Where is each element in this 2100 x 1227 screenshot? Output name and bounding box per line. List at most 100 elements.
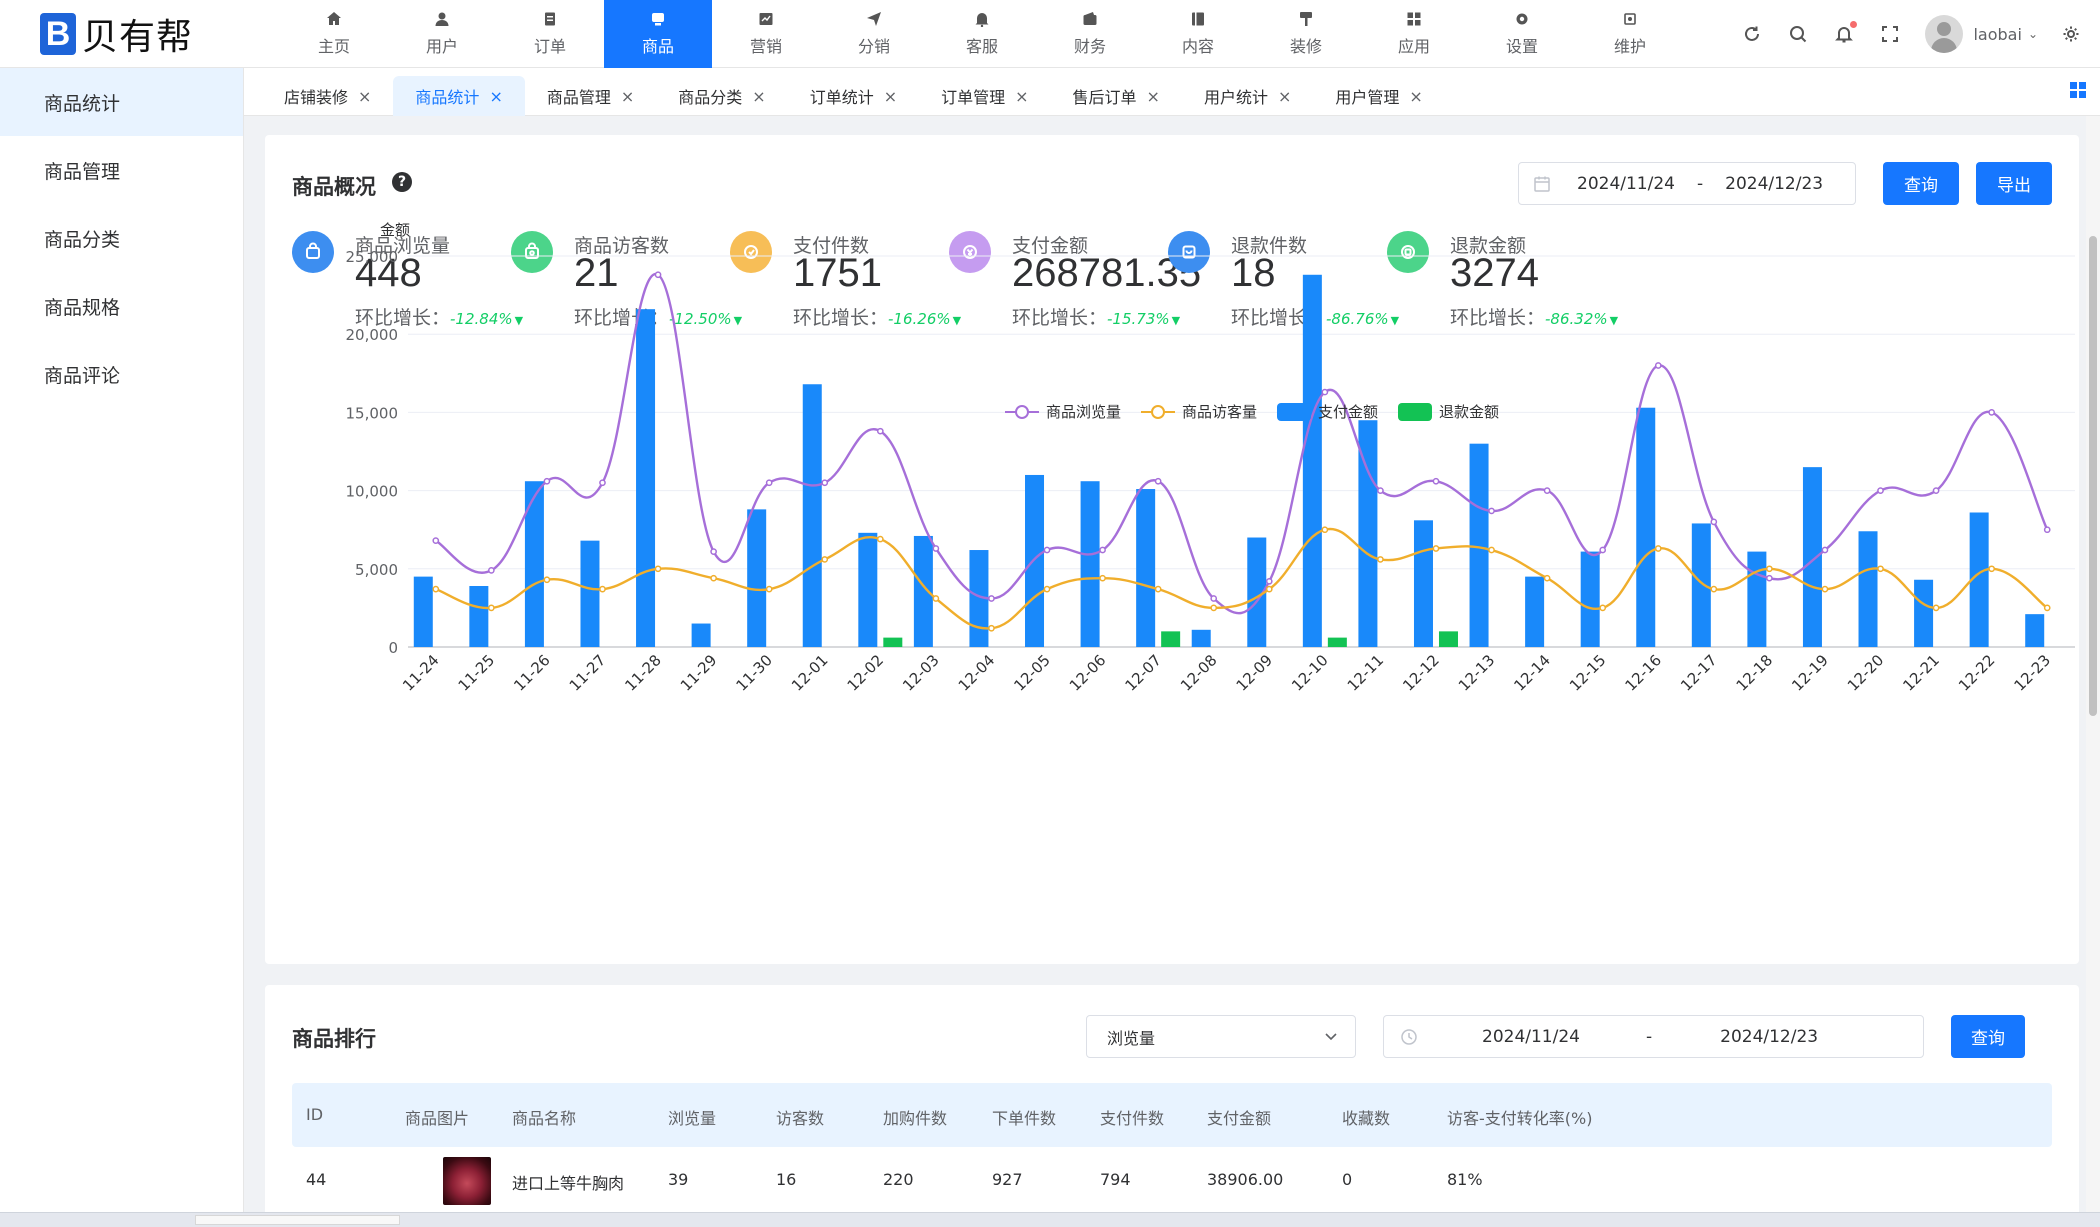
scrollbar[interactable]	[2086, 116, 2100, 1227]
column-header[interactable]: 商品名称	[512, 1109, 577, 1128]
line-point	[1599, 546, 1607, 554]
x-tick-label: 12-02	[844, 651, 888, 695]
tab[interactable]: 用户管理 ×	[1313, 76, 1444, 116]
close-icon[interactable]: ×	[1277, 86, 1292, 106]
column-header[interactable]: 支付件数	[1100, 1109, 1165, 1128]
bar-payment	[1413, 520, 1433, 647]
topnav-item[interactable]: 装修	[1252, 0, 1360, 68]
column-header[interactable]: 收藏数	[1342, 1109, 1391, 1128]
stat-card: 商品访客数 21 环比增长：-12.50% ▼	[511, 231, 742, 341]
tab-label: 售后订单	[1072, 88, 1137, 107]
line-point	[432, 585, 440, 593]
tab[interactable]: 订单统计 ×	[788, 76, 919, 116]
legend-label: 商品浏览量	[1046, 403, 1121, 421]
topnav-item[interactable]: 维护	[1576, 0, 1684, 68]
ranking-date-start[interactable]: 2024/11/24	[1482, 1026, 1580, 1047]
column-header[interactable]: 访客-支付转化率(%)	[1447, 1109, 1593, 1128]
x-tick-label: 12-15	[1566, 651, 1610, 695]
overview-date-start[interactable]: 2024/11/24	[1577, 173, 1675, 194]
sidebar-item[interactable]: 商品评论	[44, 364, 121, 387]
line-point	[1321, 526, 1329, 534]
tab[interactable]: 商品统计 ×	[393, 76, 525, 116]
ranking-sort-select[interactable]: 浏览量	[1086, 1015, 1356, 1058]
chevron-down-icon[interactable]: ⌄	[2027, 27, 2038, 41]
sidebar-item[interactable]: 商品分类	[44, 228, 121, 251]
line-point	[599, 585, 606, 593]
column-header[interactable]: 浏览量	[668, 1109, 717, 1128]
close-icon[interactable]: ×	[752, 86, 766, 106]
help-icon[interactable]: ?	[392, 172, 412, 192]
topnav-item[interactable]: 内容	[1144, 0, 1252, 68]
tab[interactable]: 订单管理 ×	[919, 76, 1050, 116]
close-icon[interactable]: ×	[883, 86, 898, 106]
topnav-item[interactable]: 客服	[928, 0, 1036, 68]
bar-payment	[1969, 512, 1989, 647]
stat-card: 支付件数 1751 环比增长：-16.26% ▼	[730, 231, 961, 341]
overview-date-end[interactable]: 2024/12/23	[1725, 173, 1824, 194]
ranking-query-button[interactable]: 查询	[1951, 1015, 2025, 1058]
overview-date-range[interactable]: 2024/11/24 - 2024/12/23	[1518, 162, 1856, 205]
refresh-icon[interactable]	[1741, 23, 1763, 45]
avatar[interactable]	[1925, 15, 1964, 53]
notification-dot	[1850, 21, 1858, 28]
export-button[interactable]: 导出	[1976, 162, 2052, 205]
tab[interactable]: 商品分类 ×	[656, 76, 787, 116]
ranking-date-end[interactable]: 2024/12/23	[1720, 1026, 1819, 1047]
tab[interactable]: 用户统计 ×	[1182, 76, 1313, 116]
sidebar: 商品统计商品管理商品分类商品规格商品评论	[0, 68, 244, 1227]
wallet-icon	[1082, 11, 1098, 27]
close-icon[interactable]: ×	[1409, 86, 1423, 106]
date-separator: -	[1645, 1026, 1653, 1047]
ranking-date-range[interactable]: 2024/11/24 - 2024/12/23	[1383, 1015, 1924, 1058]
sidebar-item[interactable]: 商品统计	[0, 68, 243, 136]
close-icon[interactable]: ×	[1015, 86, 1029, 106]
topnav-item[interactable]: 设置	[1468, 0, 1576, 68]
table-cell: 220	[883, 1170, 914, 1189]
notification-bell-icon[interactable]	[1833, 21, 1858, 45]
overview-chart: 金额 25,000 20,000 15,000 10,000 5,000 011-24 11-…	[346, 221, 2075, 695]
product-thumbnail[interactable]	[443, 1157, 491, 1205]
line-point	[1766, 565, 1773, 573]
taskbar-item[interactable]	[195, 1215, 400, 1225]
sidebar-item[interactable]: 商品规格	[44, 296, 121, 319]
stat-value: 3274	[1450, 251, 1539, 295]
column-header[interactable]: 下单件数	[992, 1109, 1057, 1128]
tab[interactable]: 售后订单 ×	[1051, 76, 1182, 116]
topnav-item[interactable]: 应用	[1360, 0, 1468, 68]
topnav-item[interactable]: 商品	[604, 0, 712, 68]
column-header[interactable]: 加购件数	[883, 1109, 948, 1128]
column-header[interactable]: 商品图片	[405, 1109, 470, 1128]
sidebar-item[interactable]: 商品管理	[44, 160, 121, 183]
header-actions: laobai ⌄	[1717, 0, 2082, 68]
line-point	[2043, 526, 2051, 534]
down-arrow-icon: ▼	[952, 314, 962, 327]
gear-icon[interactable]	[2060, 23, 2082, 45]
column-header[interactable]: 支付金额	[1207, 1109, 1272, 1128]
topnav-item[interactable]: 分销	[820, 0, 928, 68]
tabs-menu-icon[interactable]	[2070, 82, 2086, 98]
topnav-item[interactable]: 订单	[496, 0, 604, 68]
x-tick-label: 11-28	[621, 651, 665, 695]
legend-label: 商品访客量	[1182, 403, 1257, 421]
fullscreen-icon[interactable]	[1879, 23, 1901, 45]
close-icon[interactable]: ×	[1146, 86, 1160, 106]
topnav-item[interactable]: 用户	[388, 0, 496, 68]
username[interactable]: laobai	[1973, 24, 2022, 44]
search-icon[interactable]	[1787, 23, 1809, 45]
topnav-item[interactable]: 主页	[280, 0, 388, 68]
line-point	[1377, 556, 1384, 563]
line-point	[1988, 565, 1996, 573]
column-header[interactable]: ID	[306, 1105, 324, 1124]
stat-card: 退款件数 18 环比增长：-86.76% ▼	[1168, 231, 1399, 341]
topnav-item[interactable]: 营销	[712, 0, 820, 68]
close-icon[interactable]: ×	[489, 86, 503, 106]
tab[interactable]: 店铺装修 ×	[262, 76, 393, 116]
topnav-item[interactable]: 财务	[1036, 0, 1144, 68]
logo[interactable]: B 贝有帮	[40, 10, 193, 58]
overview-query-button[interactable]: 查询	[1883, 162, 1959, 205]
column-header[interactable]: 访客数	[776, 1109, 825, 1128]
close-icon[interactable]: ×	[620, 86, 635, 106]
close-icon[interactable]: ×	[358, 86, 372, 106]
tab[interactable]: 商品管理 ×	[525, 76, 656, 116]
scrollbar-thumb[interactable]	[2089, 236, 2097, 716]
